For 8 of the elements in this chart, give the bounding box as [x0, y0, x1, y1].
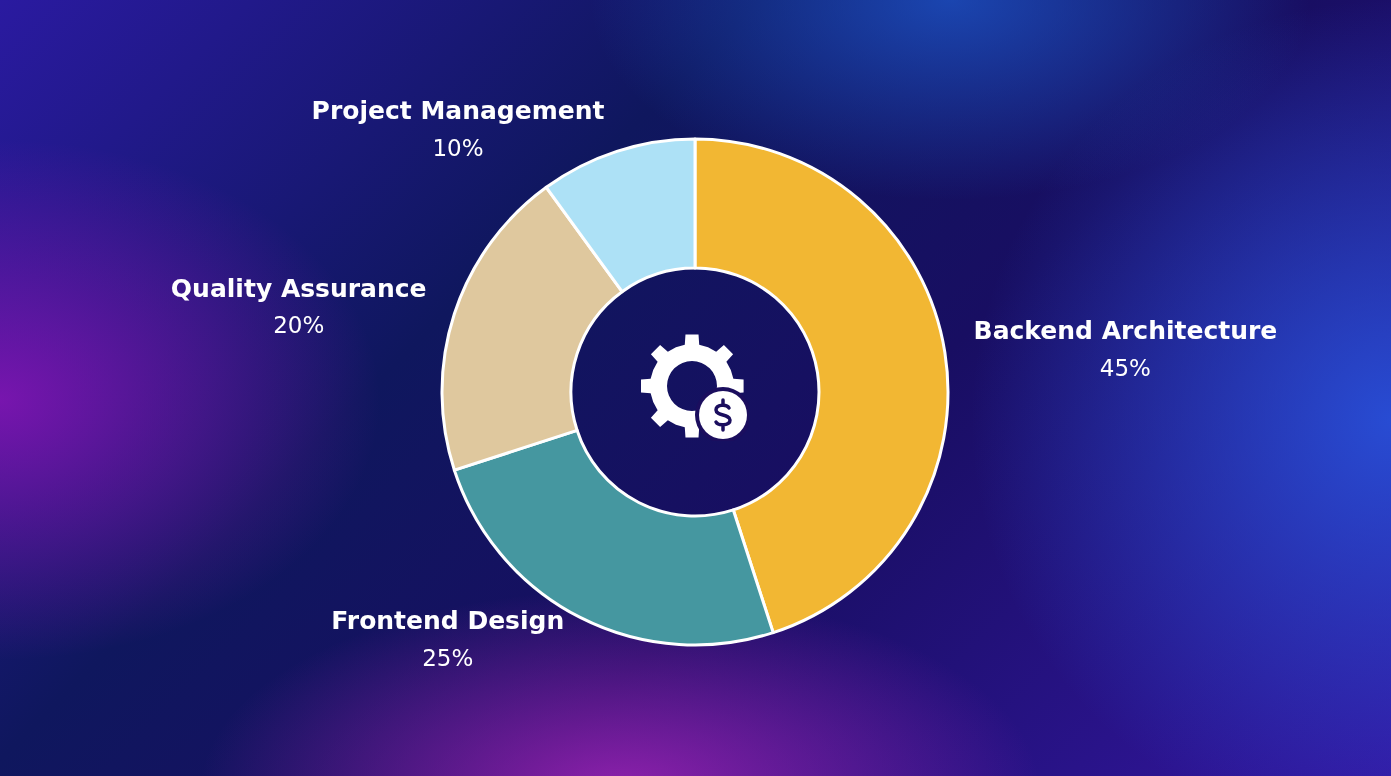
slice-label: Backend Architecture — [973, 316, 1278, 346]
slice-label: Project Management — [311, 96, 605, 126]
data-label: 45% — [1099, 354, 1151, 381]
data-label: 25% — [422, 644, 474, 671]
slice-label: Frontend Design — [331, 606, 565, 636]
data-label: 10% — [432, 134, 484, 161]
data-label: 20% — [273, 312, 325, 339]
slice-label: Quality Assurance — [170, 273, 427, 303]
